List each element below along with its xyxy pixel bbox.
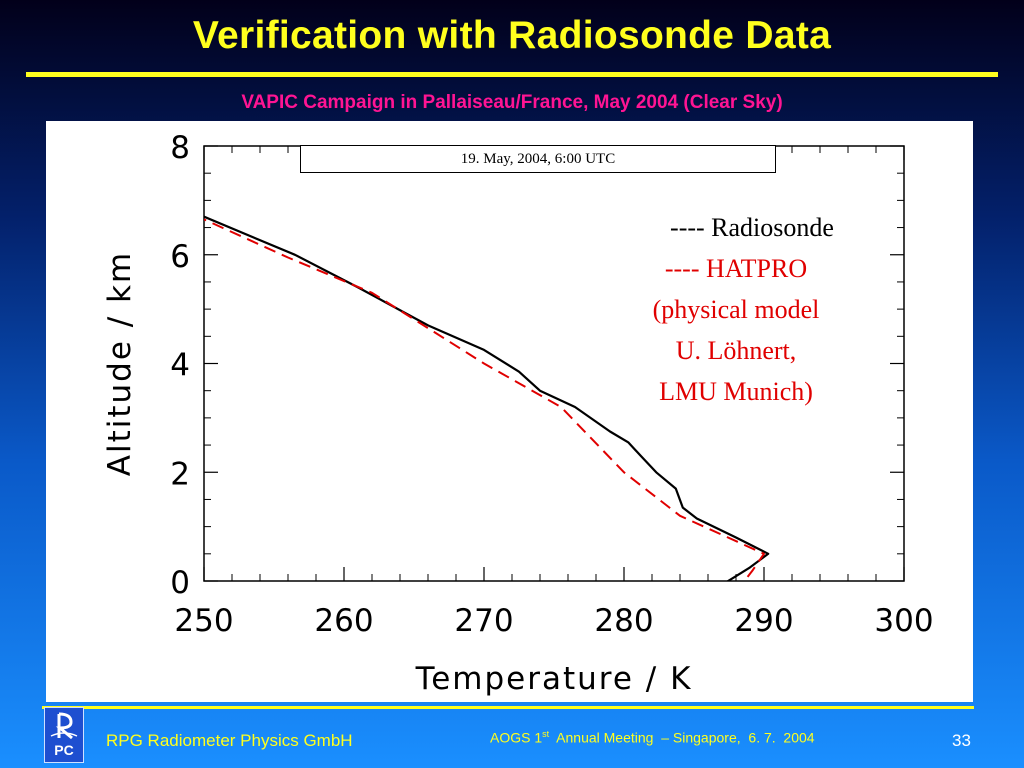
x-tick-label: 290: [734, 603, 793, 639]
x-axis-label: Temperature / K: [415, 661, 693, 697]
series-line-hatpro: [204, 218, 765, 581]
x-tick-label: 250: [174, 603, 233, 639]
logo-text: PC: [54, 742, 73, 758]
y-tick-label: 0: [170, 565, 190, 601]
legend-hatpro-line-1: ---- HATPRO: [664, 254, 808, 283]
footer-meeting: AOGS 1st Annual Meeting – Singapore, 6. …: [490, 729, 815, 746]
x-tick-label: 270: [454, 603, 513, 639]
y-tick-label: 4: [170, 348, 190, 384]
chart-panel: 250 260 270 280 290 300 0 2 4 6 8 Temperature / K Al…: [46, 121, 973, 702]
y-tick-label: 2: [170, 456, 190, 492]
page-number: 33: [952, 731, 971, 750]
y-tick-label: 6: [170, 239, 190, 275]
rpg-logo-icon: PC: [50, 712, 78, 758]
slide-subtitle: VAPIC Campaign in Pallaiseau/France, May…: [241, 92, 783, 113]
legend-hatpro-line-4: LMU Munich): [659, 377, 813, 406]
y-axis-label: Altitude / km: [102, 251, 138, 476]
x-tick-label: 300: [874, 603, 933, 639]
x-tick-label: 260: [314, 603, 373, 639]
title-divider: [26, 72, 998, 77]
footer-divider: [42, 706, 974, 709]
slide-title: Verification with Radiosonde Data: [192, 14, 832, 57]
footer-meeting-post: Annual Meeting – Singapore, 6. 7. 2004: [549, 729, 815, 746]
legend-radiosonde: ---- Radiosonde: [670, 213, 834, 242]
legend-hatpro-line-3: U. Löhnert,: [675, 336, 797, 365]
x-tick-label: 280: [594, 603, 653, 639]
footer-meeting-sup: st: [542, 729, 550, 739]
altitude-temperature-chart: 250 260 270 280 290 300 0 2 4 6 8 Temperature / K Al…: [102, 130, 934, 697]
series-line-radiosonde: [204, 215, 770, 581]
date-label-box: 19. May, 2004, 6:00 UTC: [300, 145, 776, 173]
footer-company: RPG Radiometer Physics GmbH: [106, 731, 353, 750]
y-tick-label: 8: [170, 130, 190, 166]
chart-legend: ---- Radiosonde ---- HATPRO (physical mo…: [596, 207, 876, 412]
rpg-logo: PC: [44, 707, 84, 763]
footer-meeting-pre: AOGS 1: [490, 729, 543, 746]
legend-hatpro-line-2: (physical model: [652, 295, 820, 324]
